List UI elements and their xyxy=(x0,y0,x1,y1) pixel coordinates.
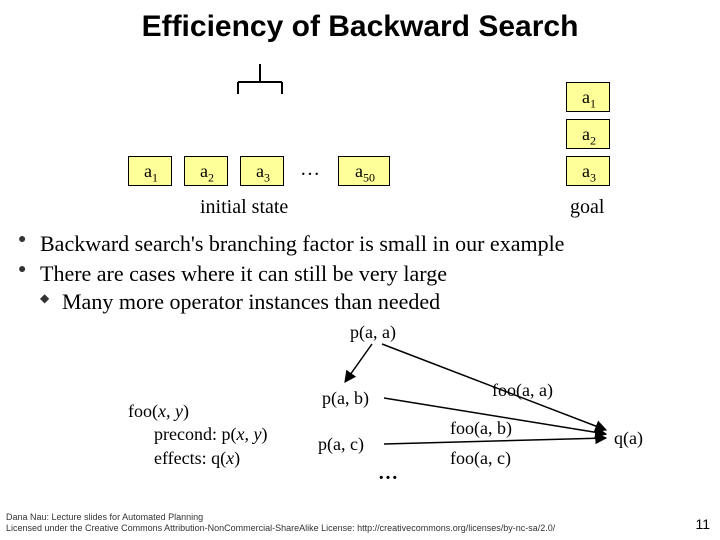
goal-node: a2 xyxy=(566,119,610,149)
sub-bullet-item: Many more operator instances than needed xyxy=(18,289,702,315)
page-number: 11 xyxy=(695,516,710,532)
op-name: foo xyxy=(128,401,152,421)
initial-node: a1 xyxy=(128,156,172,186)
edge-label: foo(a, c) xyxy=(450,448,511,469)
node-main: a xyxy=(582,161,590,181)
node-main: a xyxy=(200,161,208,181)
node-sub: 3 xyxy=(264,171,270,185)
precond-label: precond: xyxy=(154,424,217,444)
node-main: a xyxy=(256,161,264,181)
bullet-item: Backward search's branching factor is sm… xyxy=(18,230,702,258)
footer-line1: Dana Nau: Lecture slides for Automated P… xyxy=(6,512,203,522)
effects-val: q(x) xyxy=(211,448,240,468)
node-main: a xyxy=(144,161,152,181)
bullet-item: There are cases where it can still be ve… xyxy=(18,260,702,288)
node-sub: 1 xyxy=(152,171,158,185)
graph-label: p(a, c) xyxy=(318,434,364,455)
node-sub: 3 xyxy=(590,171,596,185)
effects-label: effects: xyxy=(154,448,207,468)
initial-node: a2 xyxy=(184,156,228,186)
initial-node: a3 xyxy=(240,156,284,186)
footer-text: Dana Nau: Lecture slides for Automated P… xyxy=(6,512,555,534)
node-sub: 1 xyxy=(590,97,596,111)
sink-label: q(a) xyxy=(614,428,643,449)
graph-label: p(a, b) xyxy=(322,388,369,409)
edge-label: foo(a, a) xyxy=(492,380,553,401)
goal-node: a3 xyxy=(566,156,610,186)
node-main: a xyxy=(355,161,363,181)
graph-top-label: p(a, a) xyxy=(350,322,396,343)
goal-caption: goal xyxy=(570,196,604,219)
node-main: a xyxy=(582,124,590,144)
node-sub: 50 xyxy=(363,171,375,185)
initial-node: a50 xyxy=(338,156,390,186)
node-sub: 2 xyxy=(590,134,596,148)
slide-title: Efficiency of Backward Search xyxy=(0,10,720,44)
op-args: x, y xyxy=(158,401,183,421)
edge-label: foo(a, b) xyxy=(450,418,512,439)
graph-ellipsis: … xyxy=(378,462,398,485)
operator-definition: foo(x, y) precond: p(x, y) effects: q(x) xyxy=(128,400,267,470)
goal-node: a1 xyxy=(566,82,610,112)
precond-val: p(x, y) xyxy=(221,424,267,444)
bullet-list: Backward search's branching factor is sm… xyxy=(18,228,702,317)
node-sub: 2 xyxy=(208,171,214,185)
footer-line2: Licensed under the Creative Commons Attr… xyxy=(6,523,555,533)
ellipsis: … xyxy=(300,158,320,181)
initial-caption: initial state xyxy=(200,196,288,219)
node-main: a xyxy=(582,87,590,107)
